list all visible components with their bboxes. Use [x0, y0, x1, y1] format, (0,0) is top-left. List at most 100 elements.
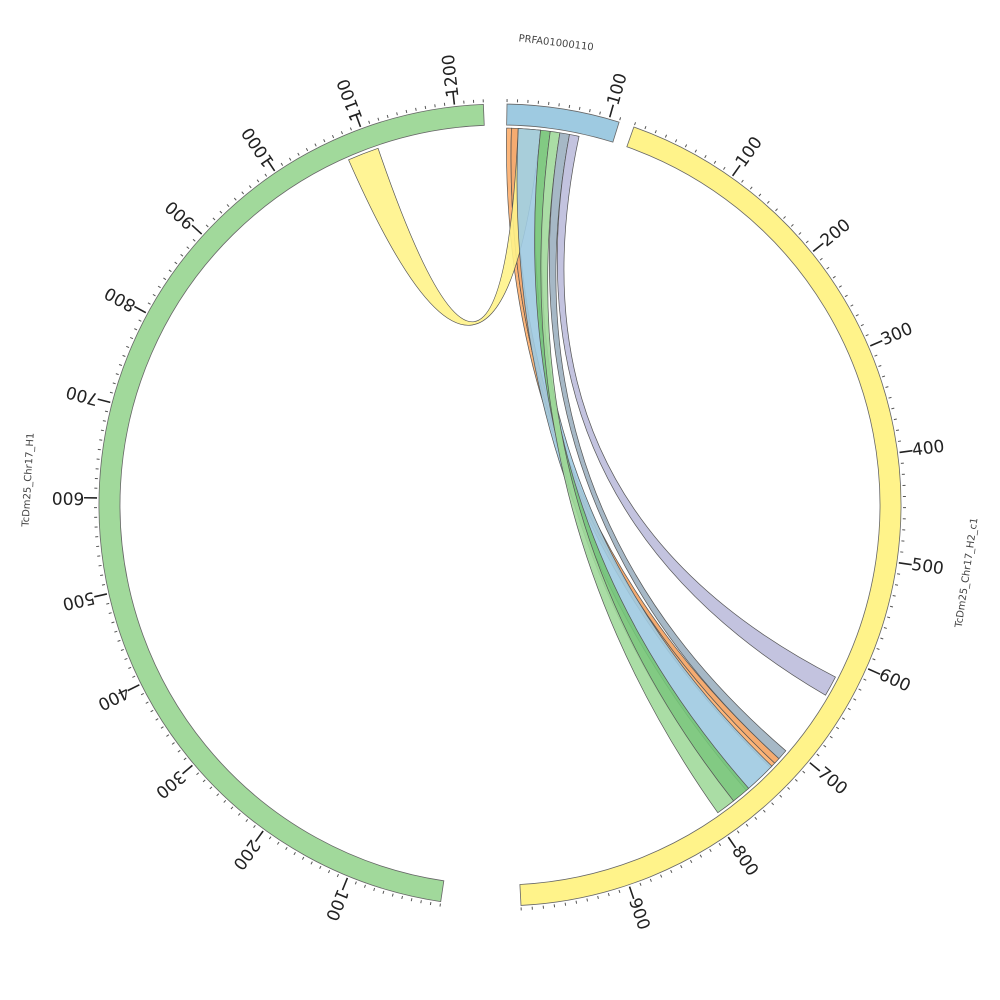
- minor-tick: [742, 180, 744, 182]
- tick-label-h2: 300: [878, 319, 916, 350]
- minor-tick: [181, 254, 183, 256]
- minor-tick: [650, 879, 651, 882]
- tick-label-h1: 1200: [439, 53, 464, 98]
- minor-tick: [775, 209, 777, 211]
- minor-tick: [803, 771, 805, 773]
- minor-tick: [249, 186, 251, 188]
- minor-tick: [896, 430, 899, 431]
- minor-tick: [884, 628, 887, 629]
- minor-tick: [220, 211, 222, 213]
- tick-label-h1: 500: [61, 587, 97, 614]
- minor-tick: [238, 813, 240, 815]
- minor-tick: [411, 898, 412, 901]
- minor-tick: [894, 419, 897, 420]
- minor-tick: [833, 276, 835, 278]
- minor-tick: [836, 727, 839, 729]
- minor-tick: [114, 631, 117, 632]
- minor-tick: [172, 743, 174, 745]
- major-tick: [630, 887, 634, 899]
- minor-tick: [685, 144, 686, 147]
- minor-tick: [430, 902, 431, 905]
- minor-tick: [806, 241, 808, 243]
- minor-tick: [102, 584, 105, 585]
- tick-label-h2: 600: [876, 665, 914, 696]
- minor-tick: [750, 187, 752, 189]
- minor-tick: [210, 787, 212, 789]
- minor-tick: [859, 689, 862, 690]
- minor-tick: [151, 710, 154, 712]
- minor-tick: [146, 702, 149, 703]
- major-tick: [868, 669, 880, 674]
- segment-arcs: [99, 104, 901, 905]
- minor-tick: [169, 270, 171, 272]
- minor-tick: [635, 122, 636, 125]
- minor-tick: [148, 303, 151, 304]
- minor-tick: [763, 810, 765, 812]
- minor-tick: [856, 315, 859, 316]
- minor-tick: [619, 890, 620, 893]
- minor-tick: [661, 875, 662, 878]
- minor-tick: [890, 606, 893, 607]
- minor-tick: [234, 198, 236, 200]
- major-tick: [183, 765, 193, 773]
- minor-tick: [332, 135, 333, 138]
- minor-tick: [839, 286, 842, 288]
- minor-tick: [213, 218, 215, 220]
- minor-tick: [125, 658, 128, 659]
- minor-tick: [416, 108, 417, 111]
- major-tick: [192, 225, 202, 234]
- minor-tick: [206, 225, 208, 227]
- minor-tick: [772, 803, 774, 805]
- major-tick: [900, 451, 913, 453]
- minor-tick: [830, 736, 832, 738]
- minor-tick: [392, 894, 393, 897]
- minor-tick: [783, 216, 785, 218]
- minor-tick: [590, 109, 591, 112]
- major-tick: [610, 105, 614, 118]
- link-ribbons: [349, 128, 836, 813]
- segment-name-h2: TcDm25_Chr17_H2_c1: [954, 517, 981, 629]
- minor-tick: [306, 148, 307, 151]
- tick-label-prfa: 100: [604, 71, 632, 108]
- minor-tick: [681, 865, 682, 868]
- minor-tick: [893, 595, 896, 596]
- minor-tick: [767, 201, 769, 203]
- minor-tick: [788, 787, 790, 789]
- minor-tick: [383, 891, 384, 894]
- minor-tick: [126, 346, 129, 347]
- minor-tick: [665, 135, 666, 138]
- major-tick: [94, 594, 107, 597]
- major-tick: [98, 399, 111, 402]
- minor-tick: [134, 329, 137, 330]
- minor-tick: [265, 174, 267, 176]
- tick-label-h1: 200: [228, 835, 263, 873]
- segment-name-prfa: PRFA01000110: [518, 33, 594, 53]
- minor-tick: [341, 131, 342, 134]
- minor-tick: [311, 862, 312, 865]
- minor-tick: [897, 574, 900, 575]
- minor-tick: [166, 735, 168, 737]
- tick-label-h2: 200: [817, 215, 855, 251]
- major-tick: [810, 763, 820, 771]
- minor-tick: [695, 150, 696, 153]
- minor-tick: [891, 408, 894, 409]
- minor-tick: [246, 819, 248, 821]
- minor-tick: [187, 247, 189, 249]
- minor-tick: [655, 130, 656, 133]
- minor-tick: [671, 870, 672, 873]
- major-tick: [728, 837, 735, 848]
- minor-tick: [116, 374, 119, 375]
- tick-label-h1: 100: [321, 886, 352, 924]
- minor-tick: [861, 324, 864, 325]
- minor-tick: [156, 719, 159, 721]
- minor-tick: [110, 392, 113, 393]
- minor-tick: [355, 882, 356, 885]
- minor-tick: [350, 128, 351, 131]
- minor-tick: [569, 105, 570, 108]
- minor-tick: [579, 107, 580, 110]
- minor-tick: [842, 718, 845, 720]
- tick-label-h1: 700: [64, 381, 100, 409]
- minor-tick: [705, 155, 707, 158]
- minor-tick: [197, 773, 199, 775]
